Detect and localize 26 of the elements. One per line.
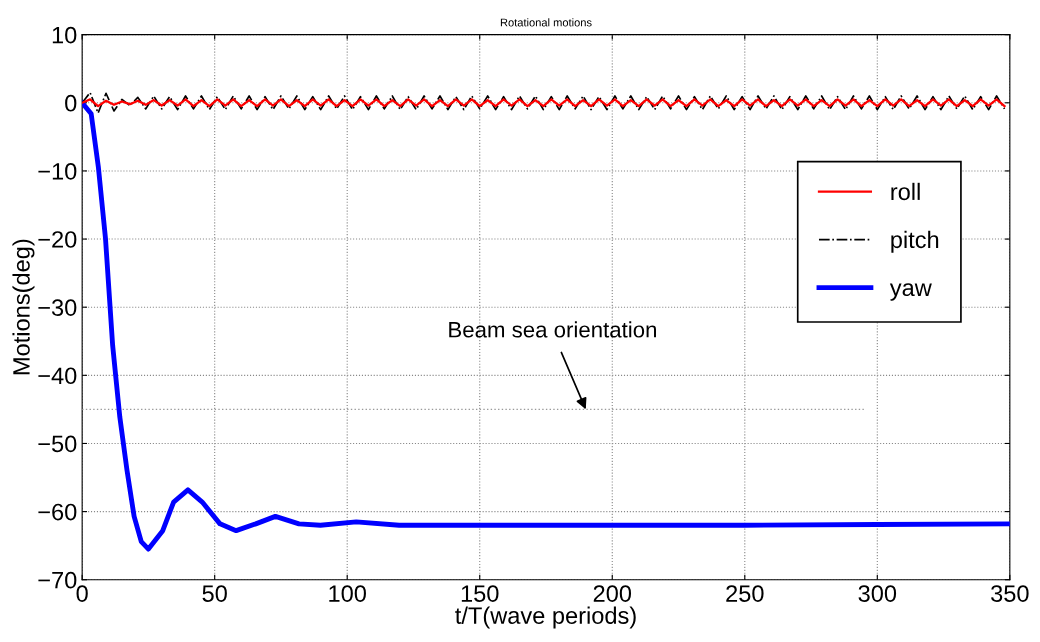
y-tick-label: −30 [38, 299, 77, 316]
legend-label: yaw [889, 283, 932, 301]
y-tick-label: −60 [38, 503, 77, 521]
x-tick-label: 50 [202, 585, 227, 602]
x-tick-label: 200 [593, 585, 632, 602]
x-tick-label: 150 [461, 585, 499, 602]
y-tick-label: −10 [38, 163, 77, 180]
y-tick-label: −40 [38, 367, 77, 385]
x-tick-label: 350 [991, 585, 1029, 602]
x-tick-label: 300 [858, 585, 897, 602]
y-tick-label: 0 [65, 94, 77, 112]
y-axis-title: Motions(deg) [12, 239, 35, 375]
x-axis-title: t/T(wave periods) [455, 606, 636, 629]
y-tick-label: −50 [38, 435, 77, 453]
y-tick-label: 10 [52, 26, 77, 44]
annotation: Beam sea orientation [449, 321, 656, 338]
x-tick-label: 250 [726, 585, 764, 602]
line-series [82, 98, 1006, 108]
chart-title: Rotational motions [500, 18, 592, 27]
x-tick-label: 100 [329, 585, 366, 602]
x-tick-label: 0 [76, 585, 88, 602]
y-tick-label: −70 [38, 571, 77, 589]
legend-label: roll [891, 182, 920, 201]
line-series [82, 100, 1010, 552]
legend-label: pitch [891, 230, 939, 253]
y-tick-label: −20 [38, 231, 77, 248]
